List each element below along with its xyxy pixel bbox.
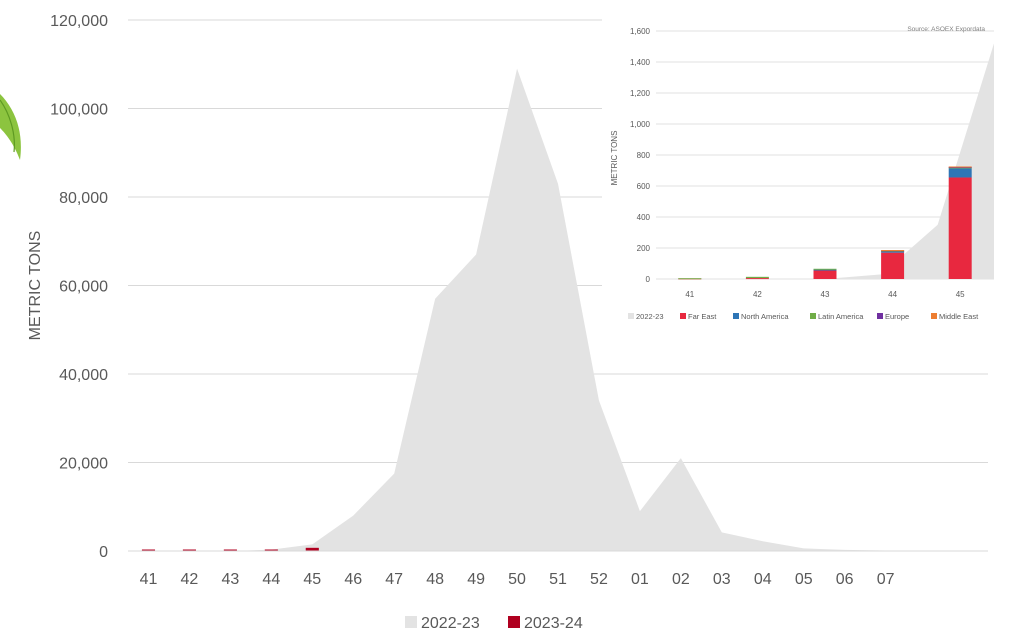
inset-legend-swatch	[877, 313, 883, 319]
x-tick-label: 04	[754, 571, 772, 588]
x-tick-label: 46	[344, 571, 362, 588]
legend-label-2022-23: 2022-23	[421, 615, 480, 631]
legend-label-2023-24: 2023-24	[524, 615, 583, 631]
x-tick-label: 01	[631, 571, 649, 588]
x-tick-label: 48	[426, 571, 444, 588]
inset-y-tick-label: 1,000	[630, 120, 651, 129]
leaf-decoration-icon	[0, 94, 21, 160]
x-tick-label: 52	[590, 571, 608, 588]
x-tick-label: 44	[262, 571, 280, 588]
y-tick-label: 120,000	[50, 13, 108, 30]
inset-legend: 2022-23 Far East North America Latin Americ…	[628, 312, 979, 321]
inset-legend-label: North America	[741, 312, 789, 321]
x-tick-label: 07	[877, 571, 895, 588]
bar-2023-24	[223, 549, 237, 551]
inset-y-tick-label: 200	[637, 244, 651, 253]
main-chart: 0 20,000 40,000 60,000 80,000 100,000 120,000 4…	[27, 13, 988, 631]
inset-source-note: Source: ASOEX Expordata	[907, 26, 985, 33]
inset-y-tick-label: 1,200	[630, 89, 651, 98]
inset-bar-latin-america	[813, 268, 837, 270]
x-tick-label: 41	[140, 571, 158, 588]
y-tick-label: 100,000	[50, 102, 108, 119]
inset-legend-swatch	[931, 313, 937, 319]
x-tick-label: 43	[221, 571, 239, 588]
inset-bar-middle-east	[948, 166, 972, 168]
y-axis-title: METRIC TONS	[27, 231, 44, 341]
inset-legend-swatch	[733, 313, 739, 319]
inset-y-tick-label: 1,400	[630, 58, 651, 67]
inset-x-tick-label: 41	[685, 290, 694, 299]
inset-bar-middle-east	[881, 250, 905, 252]
inset-legend-swatch	[680, 313, 686, 319]
inset-bar-north-america	[813, 269, 837, 271]
inset-x-tick-label: 42	[753, 290, 762, 299]
x-tick-label: 49	[467, 571, 485, 588]
inset-x-tick-label: 45	[956, 290, 965, 299]
inset-panel	[602, 18, 1000, 334]
x-tick-label: 03	[713, 571, 731, 588]
x-tick-label: 05	[795, 571, 813, 588]
inset-x-tick-label: 44	[888, 290, 897, 299]
inset-chart: 0 200 400 600 800 1,000 1,200 1,400 1,600 41 42 43 4…	[602, 18, 1000, 334]
inset-bar-far-east	[881, 252, 905, 279]
inset-legend-label: Latin America	[818, 312, 864, 321]
inset-y-tick-label: 400	[637, 213, 651, 222]
x-tick-label: 02	[672, 571, 690, 588]
inset-bar-latin-america	[678, 278, 702, 280]
inset-x-tick-label: 43	[821, 290, 830, 299]
y-tick-label: 60,000	[59, 279, 108, 296]
legend: 2022-23 2023-24	[405, 615, 583, 631]
inset-legend-label: Far East	[688, 312, 717, 321]
bar-2023-24	[264, 549, 278, 551]
bar-2023-24	[141, 549, 156, 551]
inset-bar-far-east	[745, 278, 769, 280]
inset-bar-latin-america	[745, 276, 769, 279]
x-tick-label: 51	[549, 571, 567, 588]
inset-legend-label: Europe	[885, 312, 909, 321]
inset-legend-swatch	[628, 313, 634, 319]
inset-bar-north-america	[948, 168, 972, 178]
y-tick-label: 80,000	[59, 190, 108, 207]
bar-2023-24	[305, 547, 319, 551]
y-tick-label: 20,000	[59, 456, 108, 473]
legend-swatch-2023-24	[508, 616, 520, 628]
x-tick-label: 06	[836, 571, 854, 588]
inset-legend-swatch	[810, 313, 816, 319]
area-series-2022-23	[148, 68, 968, 552]
inset-bar-far-east	[948, 177, 972, 279]
inset-legend-label: Middle East	[939, 312, 979, 321]
inset-bar-far-east	[813, 270, 837, 279]
inset-legend-label: 2022-23	[636, 312, 664, 321]
x-tick-label: 45	[303, 571, 321, 588]
x-tick-label: 50	[508, 571, 526, 588]
inset-y-tick-label: 600	[637, 182, 651, 191]
y-tick-label: 40,000	[59, 367, 108, 384]
inset-y-tick-label: 800	[637, 151, 651, 160]
y-tick-label: 0	[99, 544, 108, 561]
inset-y-tick-label: 0	[646, 275, 651, 284]
inset-y-tick-label: 1,600	[630, 27, 651, 36]
legend-swatch-2022-23	[405, 616, 417, 628]
x-tick-label: 47	[385, 571, 403, 588]
x-tick-label: 42	[181, 571, 199, 588]
bar-2023-24	[182, 549, 196, 551]
inset-y-axis-title: METRIC TONS	[610, 131, 619, 186]
inset-bar-north-america	[881, 251, 905, 253]
